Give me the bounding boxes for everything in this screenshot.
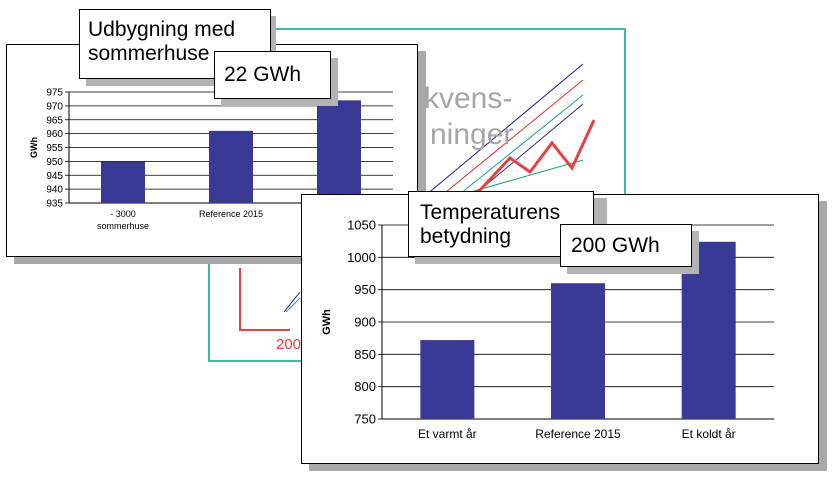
bg-title-line2: ninger bbox=[430, 118, 514, 151]
bg-bottom-label: 200 bbox=[276, 336, 302, 353]
y-tick-label: 850 bbox=[354, 347, 376, 362]
callout1-value: 22 GWh bbox=[214, 51, 331, 99]
y-tick-label: 945 bbox=[46, 171, 63, 182]
y-tick-label: 955 bbox=[46, 143, 63, 154]
bg-red-axis bbox=[239, 268, 290, 331]
x-tick-label: sommerhuse bbox=[97, 221, 149, 231]
y-tick-label: 970 bbox=[46, 101, 63, 112]
x-tick-label: Reference 2015 bbox=[199, 209, 263, 219]
y-axis-label: GWh bbox=[29, 137, 39, 158]
y-tick-label: 950 bbox=[46, 157, 63, 168]
bg-trend-line bbox=[419, 63, 584, 201]
bg-title-line1: kvens- bbox=[424, 82, 513, 115]
y-tick-label: 1050 bbox=[347, 218, 376, 233]
y-tick-label: 965 bbox=[46, 115, 63, 126]
y-tick-label: 750 bbox=[354, 412, 376, 427]
x-tick-label: Et varmt år bbox=[418, 427, 477, 441]
bar bbox=[551, 283, 605, 419]
bar bbox=[101, 161, 145, 203]
chart1-svg: 935 940 945 950 955 960 965 970 975 - 3000 sommerh… bbox=[29, 88, 393, 231]
y-tick-label: 975 bbox=[46, 88, 63, 99]
callout1-title-text: Udbygning med sommerhuse bbox=[88, 18, 236, 65]
bar bbox=[209, 130, 253, 203]
y-tick-label: 940 bbox=[46, 185, 63, 196]
callout2-value: 200 GWh bbox=[560, 224, 692, 267]
bg-trend-line bbox=[439, 94, 584, 211]
bg-trend-line bbox=[429, 79, 584, 206]
x-tick-label: - 3000 bbox=[110, 209, 136, 219]
callout2-value-text: 200 GWh bbox=[571, 234, 660, 257]
bg-small-line bbox=[285, 297, 301, 313]
callout1-value-text: 22 GWh bbox=[224, 63, 302, 86]
bg-small-line bbox=[283, 291, 301, 313]
bar bbox=[420, 340, 475, 419]
y-tick-label: 1000 bbox=[347, 250, 376, 265]
y-tick-label: 900 bbox=[354, 315, 376, 330]
y-tick-label: 950 bbox=[354, 282, 376, 297]
x-tick-label: Et koldt år bbox=[682, 427, 736, 441]
y-tick-label: 935 bbox=[46, 199, 63, 210]
y-tick-label: 960 bbox=[46, 129, 63, 140]
callout2-title-text: Temperaturens betydning bbox=[420, 201, 561, 248]
x-tick-label: Reference 2015 bbox=[535, 427, 621, 441]
y-tick-label: 800 bbox=[354, 379, 376, 394]
bar bbox=[317, 100, 361, 203]
bg-red-series bbox=[439, 119, 596, 212]
y-axis-label: GWh bbox=[321, 309, 333, 335]
